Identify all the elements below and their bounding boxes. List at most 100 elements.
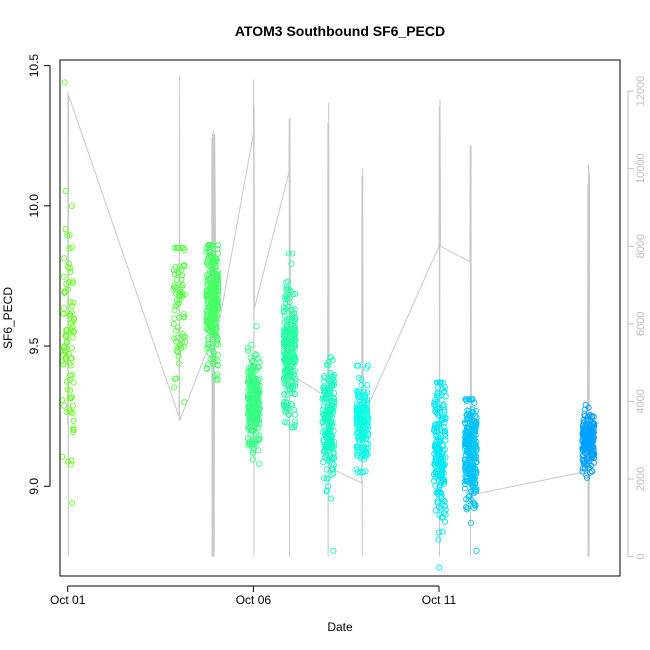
sf6-point <box>68 457 75 464</box>
y-right-tick-label: 0 <box>635 554 647 560</box>
sf6-point <box>249 357 256 364</box>
sf6-point <box>204 361 212 368</box>
sf6-point <box>289 344 296 351</box>
sf6-point <box>214 245 221 253</box>
sf6-point <box>289 363 296 370</box>
sf6-point <box>330 449 337 456</box>
sf6-point <box>67 299 74 306</box>
sf6-point <box>281 391 288 398</box>
sf6-point <box>364 389 371 396</box>
sf6-point <box>471 505 478 512</box>
sf6-point <box>325 435 332 442</box>
sf6-point <box>69 371 76 378</box>
sf6-point <box>437 379 444 386</box>
sf6-point <box>465 434 472 441</box>
sf6-point <box>321 372 328 380</box>
sf6-point <box>63 354 70 361</box>
sf6-point <box>61 289 68 296</box>
sf6-point <box>70 315 77 322</box>
sf6-point <box>290 331 297 338</box>
sf6-point <box>285 303 292 310</box>
sf6-point <box>360 397 367 404</box>
sf6-point <box>256 382 263 389</box>
sf6-point <box>441 383 448 391</box>
sf6-point <box>362 435 369 442</box>
sf6-point <box>432 474 439 481</box>
sf6-point <box>436 503 443 510</box>
y-right-tick-label: 10000 <box>635 153 647 184</box>
sf6-point <box>180 343 187 350</box>
sf6-point <box>292 383 299 390</box>
sf6-point <box>438 454 445 461</box>
sf6-point <box>282 293 289 300</box>
sf6-point <box>282 339 289 347</box>
sf6-point <box>357 469 364 476</box>
sf6-point <box>319 418 326 425</box>
sf6-point <box>321 431 329 438</box>
sf6-point <box>286 294 293 302</box>
sf6-point <box>69 334 76 341</box>
chart-title: ATOM3 Southbound SF6_PECD <box>235 23 445 39</box>
sf6-point <box>326 439 333 446</box>
sf6-point <box>463 506 470 513</box>
sf6-point <box>280 374 287 381</box>
sf6-point <box>247 373 254 380</box>
sf6-point <box>438 417 446 424</box>
sf6-point <box>433 489 440 496</box>
sf6-point <box>173 276 180 284</box>
sf6-point <box>175 300 182 307</box>
sf6-point <box>467 432 474 439</box>
sf6-point <box>326 425 333 432</box>
y-left-tick-label: 9.5 <box>27 337 41 354</box>
sf6-point <box>365 414 372 421</box>
sf6-point <box>440 401 447 408</box>
sf6-point <box>435 536 442 543</box>
sf6-point <box>253 396 260 403</box>
x-tick-label: Oct 11 <box>422 593 457 607</box>
sf6-point <box>324 475 331 482</box>
sf6-point <box>206 349 213 356</box>
sf6-point <box>62 331 69 338</box>
sf6-point <box>287 330 294 337</box>
sf6-point <box>251 412 258 419</box>
sf6-point <box>355 394 362 401</box>
sf6-point <box>463 503 470 511</box>
sf6-point <box>170 321 177 328</box>
sf6-point <box>174 324 181 331</box>
sf6-point <box>181 246 188 254</box>
sf6-point <box>70 428 77 436</box>
y-right-tick-label: 6000 <box>635 312 647 336</box>
sf6-point <box>329 445 336 452</box>
sf6-point <box>249 357 256 364</box>
sf6-point <box>66 245 73 252</box>
sf6-point <box>364 451 371 458</box>
sf6-point <box>469 396 476 403</box>
sf6-point <box>589 430 596 437</box>
sf6-point <box>358 376 365 383</box>
y-right-tick-label: 8000 <box>635 234 647 258</box>
sf6-point <box>61 402 68 409</box>
sf6-point <box>172 264 179 271</box>
sf6-point <box>328 471 335 478</box>
sf6-point <box>173 327 180 334</box>
sf6-point <box>439 471 446 478</box>
sf6-point <box>364 382 371 389</box>
sf6-point <box>62 347 69 354</box>
y-left-tick-label: 10.5 <box>27 54 41 78</box>
sf6-point <box>60 361 67 368</box>
sf6-point <box>324 487 331 494</box>
sf6-point <box>324 413 331 420</box>
sf6-point <box>254 363 262 370</box>
sf6-point <box>248 427 255 434</box>
sf6-point <box>324 390 331 397</box>
sf6-point <box>586 464 593 471</box>
sf6-point <box>286 372 293 379</box>
sf6-point <box>579 465 586 472</box>
sf6-point <box>176 342 183 349</box>
sf6-point <box>179 331 186 338</box>
sf6-point <box>215 285 222 292</box>
sf6-point <box>584 426 591 433</box>
sf6-point <box>467 472 474 479</box>
sf6-point <box>204 341 211 348</box>
sf6-point <box>432 456 440 463</box>
